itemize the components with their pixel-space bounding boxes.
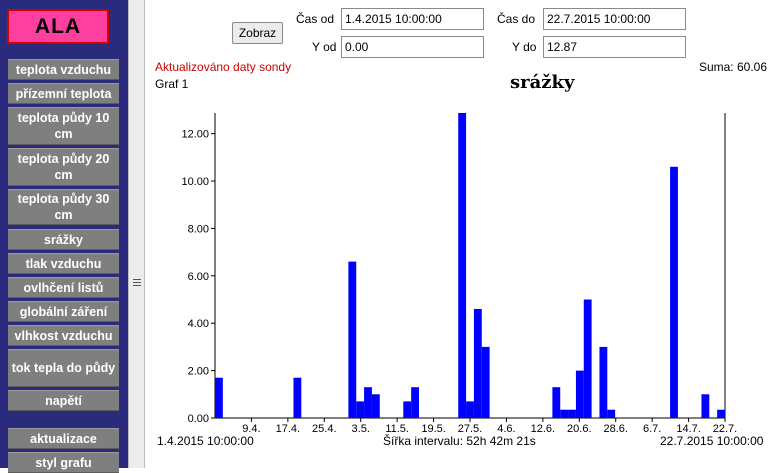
chart-title: srážky — [510, 72, 575, 93]
sidebar: ALA teplota vzduchu přízemní teplota tep… — [0, 0, 128, 473]
x-tick-label: 12.6. — [531, 423, 555, 435]
chart-bar — [552, 387, 561, 418]
y-tick-label: 10.00 — [181, 176, 209, 188]
x-tick-label: 6.7. — [643, 423, 661, 435]
x-tick-label: 3.5. — [352, 423, 370, 435]
sidebar-item-air-humidity[interactable]: vlhkost vzduchu — [8, 325, 119, 346]
chart-bar — [599, 346, 608, 418]
range-start: 1.4.2015 10:00:00 — [157, 434, 254, 448]
chart-bar — [481, 346, 490, 418]
sidebar-item-soil-temperature-10[interactable]: teplota půdy 10 cm — [8, 107, 119, 145]
y-to-input[interactable]: 12.87 — [543, 36, 686, 58]
chart-bar — [371, 394, 380, 418]
time-to-label: Čas do — [497, 12, 536, 26]
chart-bar — [583, 299, 592, 418]
x-tick-label: 20.6. — [567, 423, 591, 435]
app-logo: ALA — [7, 9, 109, 44]
x-tick-label: 28.6. — [603, 423, 627, 435]
range-end: 22.7.2015 10:00:00 — [660, 434, 764, 448]
chart-bar — [356, 401, 365, 418]
y-tick-label: 4.00 — [188, 318, 209, 330]
chart-bar — [701, 394, 710, 418]
sidebar-item-precipitation[interactable]: srážky — [8, 229, 119, 250]
x-tick-label: 22.7. — [713, 423, 737, 435]
x-tick-label: 14.7. — [676, 423, 700, 435]
x-tick-label: 9.4. — [242, 423, 260, 435]
time-from-label: Čas od — [296, 12, 335, 26]
chart-bar — [670, 166, 678, 418]
frame-splitter[interactable] — [128, 0, 145, 468]
sidebar-item-ground-temperature[interactable]: přízemní teplota — [8, 83, 119, 104]
chart-bar — [560, 409, 569, 418]
y-to-label: Y do — [512, 40, 537, 54]
time-to-input[interactable]: 22.7.2015 10:00:00 — [543, 8, 686, 30]
chart-bar — [458, 113, 467, 418]
y-tick-label: 0.00 — [188, 413, 209, 425]
x-tick-label: 19.5. — [421, 423, 445, 435]
sidebar-item-update[interactable]: aktualizace — [8, 428, 119, 449]
sidebar-item-soil-temperature-20[interactable]: teplota půdy 20 cm — [8, 148, 119, 186]
sidebar-item-voltage[interactable]: napětí — [8, 390, 119, 411]
chart-bar — [466, 401, 474, 418]
sidebar-item-leaf-wetness[interactable]: ovlhčení listů — [8, 277, 119, 298]
y-tick-label: 6.00 — [188, 271, 209, 283]
chart-bar — [293, 377, 302, 418]
chart-bar — [411, 387, 419, 418]
interval-width: Šířka intervalu: 52h 42m 21s — [383, 434, 536, 448]
y-tick-label: 12.00 — [181, 129, 209, 141]
update-status: Aktualizováno daty sondy — [155, 60, 292, 74]
chart-bar — [403, 401, 412, 418]
chart-bar — [215, 377, 223, 418]
sidebar-item-air-temperature[interactable]: teplota vzduchu — [8, 59, 119, 80]
graph-label: Graf 1 — [155, 77, 189, 91]
chart-bar — [364, 387, 372, 418]
sidebar-item-air-pressure[interactable]: tlak vzduchu — [8, 253, 119, 274]
time-from-input[interactable]: 1.4.2015 10:00:00 — [341, 8, 484, 30]
chart-bar — [607, 409, 616, 418]
chart-bar — [473, 308, 482, 418]
y-tick-label: 2.00 — [188, 366, 209, 378]
y-from-label: Y od — [312, 40, 337, 54]
chart-bar — [575, 370, 584, 418]
y-from-input[interactable]: 0.00 — [341, 36, 484, 58]
show-button[interactable]: Zobraz — [232, 22, 283, 44]
x-tick-label: 4.6. — [497, 423, 515, 435]
x-tick-label: 27.5. — [458, 423, 482, 435]
x-tick-label: 25.4. — [312, 423, 336, 435]
sidebar-item-soil-temperature-30[interactable]: teplota půdy 30 cm — [8, 189, 119, 225]
chart-bar — [348, 261, 357, 418]
sum-value: Suma: 60.06 — [698, 60, 767, 74]
chart-bar — [568, 409, 576, 418]
y-tick-label: 8.00 — [188, 223, 209, 235]
sidebar-item-global-radiation[interactable]: globální záření — [8, 301, 119, 322]
x-tick-label: 11.5. — [385, 423, 409, 435]
sidebar-item-soil-heat-flux[interactable]: tok tepla do půdy — [8, 349, 119, 387]
x-tick-label: 17.4. — [276, 423, 300, 435]
splitter-grip-icon[interactable] — [133, 279, 141, 286]
chart-bar — [717, 409, 725, 418]
